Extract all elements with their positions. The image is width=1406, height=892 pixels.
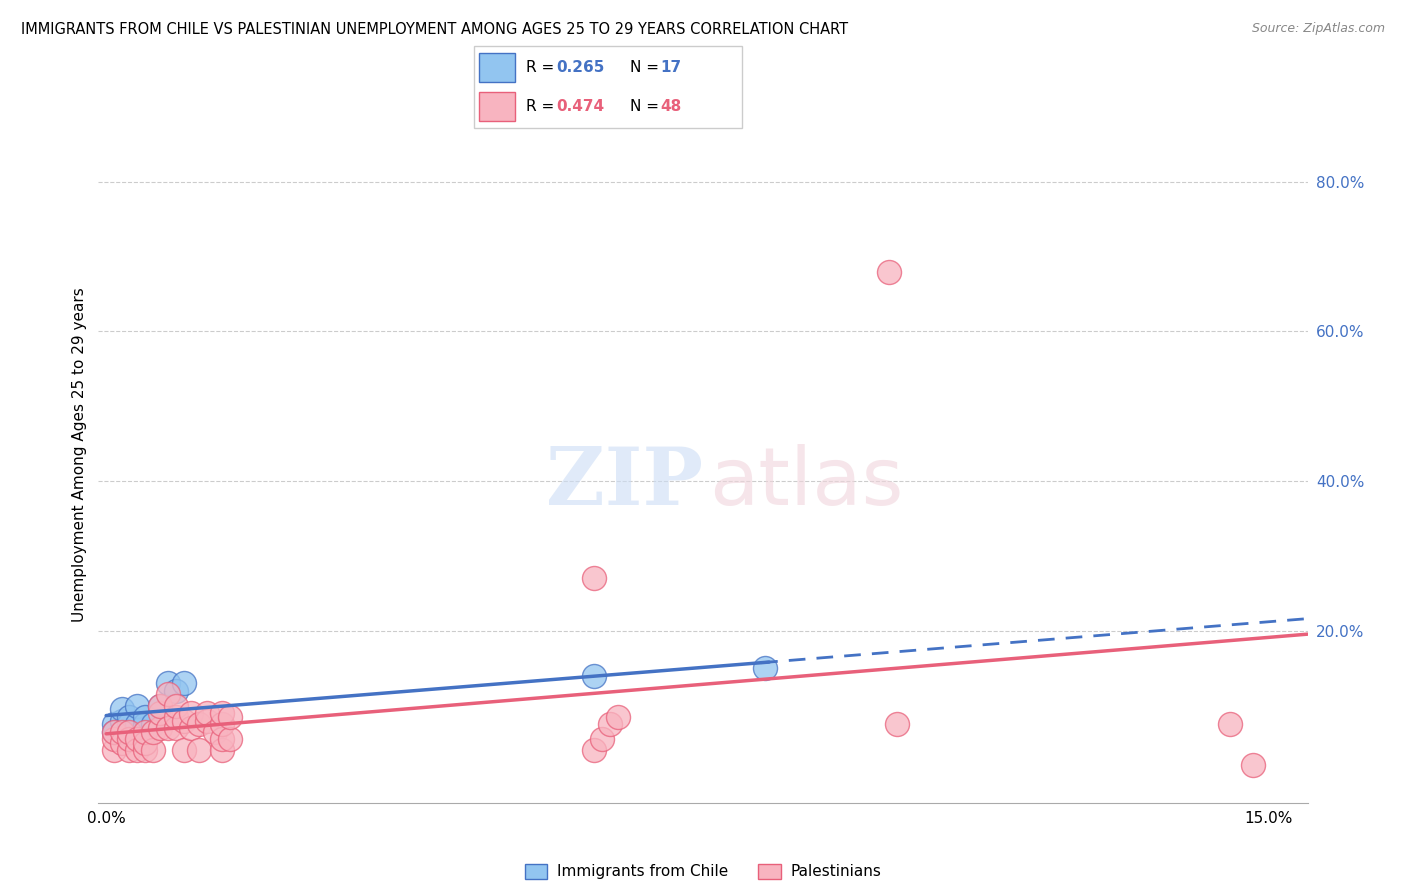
Text: 48: 48 bbox=[661, 99, 682, 114]
Point bbox=[103, 743, 125, 757]
Legend: Immigrants from Chile, Palestinians: Immigrants from Chile, Palestinians bbox=[519, 857, 887, 886]
Point bbox=[219, 710, 242, 724]
Point bbox=[583, 571, 606, 585]
Point bbox=[142, 717, 165, 731]
Point bbox=[127, 743, 149, 757]
Point bbox=[591, 732, 613, 747]
Text: 0.474: 0.474 bbox=[555, 99, 605, 114]
Point bbox=[103, 724, 125, 739]
Point bbox=[118, 724, 141, 739]
Point bbox=[188, 717, 211, 731]
Point bbox=[211, 717, 233, 731]
Text: IMMIGRANTS FROM CHILE VS PALESTINIAN UNEMPLOYMENT AMONG AGES 25 TO 29 YEARS CORR: IMMIGRANTS FROM CHILE VS PALESTINIAN UNE… bbox=[21, 22, 848, 37]
Point bbox=[211, 706, 233, 720]
Point bbox=[173, 676, 195, 690]
Point bbox=[165, 710, 187, 724]
Point bbox=[111, 714, 134, 728]
Text: Source: ZipAtlas.com: Source: ZipAtlas.com bbox=[1251, 22, 1385, 36]
Point bbox=[219, 732, 242, 747]
Point bbox=[118, 732, 141, 747]
Point bbox=[118, 710, 141, 724]
Point bbox=[1219, 717, 1241, 731]
Text: R =: R = bbox=[526, 99, 560, 114]
Point bbox=[127, 717, 149, 731]
Point bbox=[111, 702, 134, 716]
Point bbox=[157, 676, 180, 690]
Point bbox=[204, 724, 226, 739]
FancyBboxPatch shape bbox=[474, 46, 742, 128]
Point bbox=[134, 743, 156, 757]
Point bbox=[134, 736, 156, 750]
Point bbox=[877, 265, 900, 279]
Point bbox=[134, 724, 156, 739]
Point bbox=[157, 721, 180, 735]
Point bbox=[118, 743, 141, 757]
Point bbox=[173, 743, 195, 757]
Point bbox=[157, 687, 180, 701]
Point bbox=[134, 717, 156, 731]
Text: ZIP: ZIP bbox=[546, 443, 703, 522]
Bar bbox=[479, 54, 515, 82]
Point bbox=[165, 721, 187, 735]
Point bbox=[149, 721, 172, 735]
Y-axis label: Unemployment Among Ages 25 to 29 years: Unemployment Among Ages 25 to 29 years bbox=[72, 287, 87, 623]
Point bbox=[583, 743, 606, 757]
Point bbox=[149, 698, 172, 713]
Point bbox=[149, 698, 172, 713]
Text: 17: 17 bbox=[661, 60, 682, 75]
Point bbox=[195, 714, 218, 728]
Point bbox=[134, 710, 156, 724]
Point bbox=[754, 661, 776, 675]
Point bbox=[165, 683, 187, 698]
Point bbox=[173, 714, 195, 728]
Point bbox=[103, 717, 125, 731]
Point bbox=[211, 743, 233, 757]
Point bbox=[599, 717, 621, 731]
Point bbox=[195, 706, 218, 720]
Point bbox=[142, 743, 165, 757]
Point bbox=[180, 721, 202, 735]
Point bbox=[180, 706, 202, 720]
Point bbox=[127, 698, 149, 713]
Text: R =: R = bbox=[526, 60, 560, 75]
Point bbox=[142, 724, 165, 739]
Point bbox=[111, 736, 134, 750]
Point bbox=[188, 743, 211, 757]
Point bbox=[103, 732, 125, 747]
Point bbox=[583, 668, 606, 682]
Point bbox=[103, 724, 125, 739]
Point bbox=[1241, 758, 1264, 772]
Text: N =: N = bbox=[630, 60, 664, 75]
Point bbox=[211, 732, 233, 747]
Point bbox=[886, 717, 908, 731]
Point bbox=[118, 717, 141, 731]
Point bbox=[606, 710, 628, 724]
Point bbox=[165, 698, 187, 713]
Point bbox=[149, 706, 172, 720]
Point bbox=[127, 732, 149, 747]
Bar bbox=[479, 92, 515, 120]
Text: 0.265: 0.265 bbox=[555, 60, 605, 75]
Point bbox=[111, 724, 134, 739]
Text: N =: N = bbox=[630, 99, 664, 114]
Text: atlas: atlas bbox=[709, 443, 904, 522]
